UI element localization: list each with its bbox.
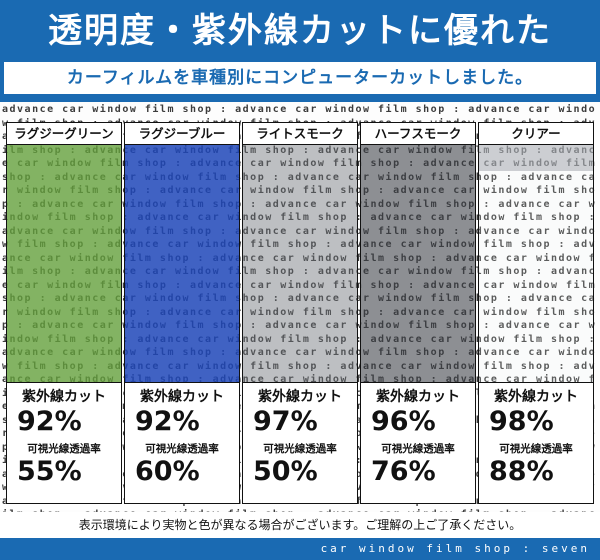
film-column-luxury-green: ラグジーグリーン 紫外線カット 92% 可視光線透過率 55% [6, 122, 122, 504]
film-sample [479, 145, 593, 382]
uv-cut-label: 紫外線カット [140, 389, 224, 405]
page-subtitle: カーフィルムを車種別にコンピューターカットしました。 [4, 62, 596, 94]
film-sample [7, 145, 121, 382]
film-stats: 紫外線カット 98% 可視光線透過率 88% [479, 382, 593, 503]
film-sample [125, 145, 239, 382]
vlt-label: 可視光線透過率 [263, 443, 337, 456]
film-stats: 紫外線カット 92% 可視光線透過率 60% [125, 382, 239, 503]
film-label: ライトスモーク [243, 123, 357, 145]
film-columns: ラグジーグリーン 紫外線カット 92% 可視光線透過率 55% ラグジーブルー … [6, 122, 594, 504]
uv-cut-label: 紫外線カット [258, 389, 342, 405]
uv-cut-value: 98% [489, 406, 554, 437]
page-title: 透明度・紫外線カットに優れた [48, 11, 552, 51]
film-label: ハーフスモーク [361, 123, 475, 145]
film-label: クリアー [479, 123, 593, 145]
vlt-label: 可視光線透過率 [499, 443, 573, 456]
comparison-area: advance car window film shop : advance c… [0, 102, 600, 512]
uv-cut-label: 紫外線カット [22, 389, 106, 405]
disclaimer-text: 表示環境により実物と色が異なる場合がございます。ご理解の上ご了承ください。 [0, 512, 600, 538]
vlt-value: 88% [489, 456, 554, 488]
film-sample [361, 145, 475, 382]
film-stats: 紫外線カット 96% 可視光線透過率 76% [361, 382, 475, 503]
film-stats: 紫外線カット 97% 可視光線透過率 50% [243, 382, 357, 503]
vlt-value: 76% [371, 456, 436, 488]
uv-cut-label: 紫外線カット [376, 389, 460, 405]
film-stats: 紫外線カット 92% 可視光線透過率 55% [7, 382, 121, 503]
film-label: ラグジーブルー [125, 123, 239, 145]
uv-cut-value: 92% [135, 406, 200, 437]
header-band: 透明度・紫外線カットに優れた カーフィルムを車種別にコンピューターカットしました… [0, 0, 600, 102]
uv-cut-value: 92% [17, 406, 82, 437]
uv-cut-value: 96% [371, 406, 436, 437]
vlt-value: 60% [135, 456, 200, 488]
film-column-clear: クリアー 紫外線カット 98% 可視光線透過率 88% [478, 122, 594, 504]
film-column-light-smoke: ライトスモーク 紫外線カット 97% 可視光線透過率 50% [242, 122, 358, 504]
uv-cut-label: 紫外線カット [494, 389, 578, 405]
vlt-value: 50% [253, 456, 318, 488]
film-sample [243, 145, 357, 382]
brand-text: car window film shop : seven [0, 538, 600, 560]
vlt-label: 可視光線透過率 [145, 443, 219, 456]
vlt-label: 可視光線透過率 [381, 443, 455, 456]
vlt-label: 可視光線透過率 [27, 443, 101, 456]
vlt-value: 55% [17, 456, 82, 488]
uv-cut-value: 97% [253, 406, 318, 437]
film-label: ラグジーグリーン [7, 123, 121, 145]
film-column-luxury-blue: ラグジーブルー 紫外線カット 92% 可視光線透過率 60% [124, 122, 240, 504]
film-column-half-smoke: ハーフスモーク 紫外線カット 96% 可視光線透過率 76% [360, 122, 476, 504]
